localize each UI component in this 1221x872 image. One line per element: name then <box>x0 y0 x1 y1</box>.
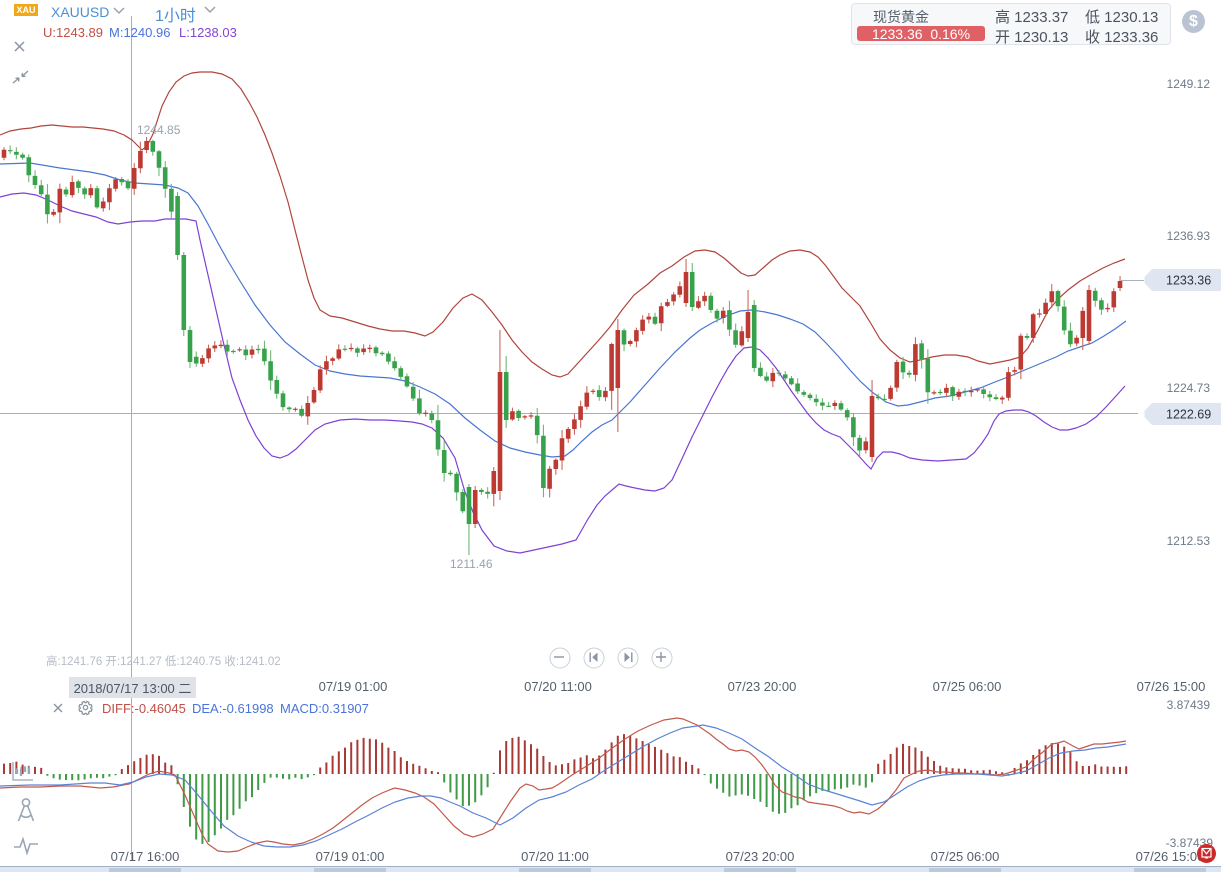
svg-text:1233.36: 1233.36 <box>1166 274 1211 288</box>
svg-text:1222.69: 1222.69 <box>1166 408 1211 422</box>
